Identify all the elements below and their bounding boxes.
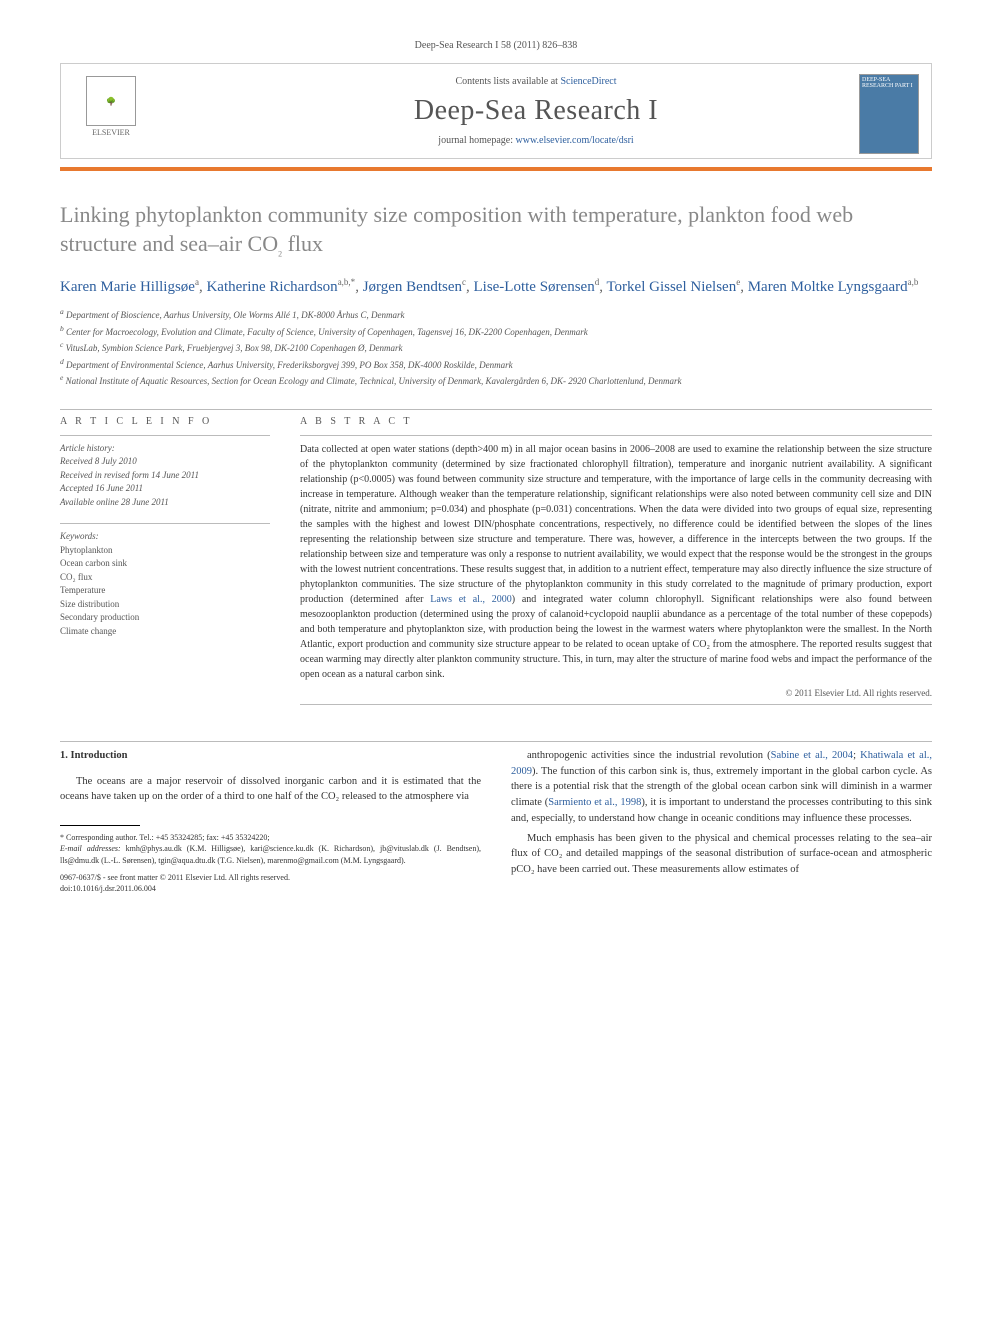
- journal-header: 🌳 ELSEVIER Contents lists available at S…: [60, 63, 932, 159]
- affiliation-key: c: [60, 340, 63, 349]
- divider: [60, 741, 932, 742]
- divider: [60, 523, 270, 524]
- sciencedirect-link[interactable]: ScienceDirect: [560, 76, 616, 87]
- keyword: CO₂ flux: [60, 571, 270, 585]
- affiliations-list: a Department of Bioscience, Aarhus Unive…: [60, 306, 932, 389]
- affiliation: a Department of Bioscience, Aarhus Unive…: [60, 306, 932, 323]
- history-revised: Received in revised form 14 June 2011: [60, 469, 270, 483]
- body-column-left: 1. Introduction The oceans are a major r…: [60, 748, 481, 894]
- abstract-text-part: ) and integrated water column chlorophyl…: [300, 594, 932, 680]
- author-link[interactable]: Maren Moltke Lyngsgaard: [748, 279, 908, 295]
- body-column-right: anthropogenic activities since the indus…: [511, 748, 932, 894]
- author-link[interactable]: Katherine Richardson: [206, 279, 337, 295]
- author-affiliation-marker: a,b,*: [338, 277, 356, 287]
- author-affiliation-marker: e: [736, 277, 740, 287]
- affiliation: e National Institute of Aquatic Resource…: [60, 372, 932, 389]
- affiliation-key: a: [60, 307, 64, 316]
- divider: [300, 435, 932, 436]
- body-text: anthropogenic activities since the indus…: [527, 750, 771, 761]
- article-info-column: A R T I C L E I N F O Article history: R…: [60, 416, 270, 711]
- affiliation-text: Center for Macroecology, Evolution and C…: [66, 327, 588, 337]
- affiliation-key: b: [60, 324, 64, 333]
- author-affiliation-marker: d: [595, 277, 600, 287]
- elsevier-tree-icon: 🌳: [86, 76, 136, 126]
- section-number: 1.: [60, 750, 68, 761]
- keyword: Temperature: [60, 584, 270, 598]
- affiliation-text: Department of Bioscience, Aarhus Univers…: [66, 310, 404, 320]
- doi-line: doi:10.1016/j.dsr.2011.06.004: [60, 883, 481, 894]
- article-history: Article history: Received 8 July 2010 Re…: [60, 442, 270, 510]
- affiliation-text: VitusLab, Symbion Science Park, Fruebjer…: [66, 343, 403, 353]
- contents-prefix: Contents lists available at: [455, 76, 560, 87]
- citation-link[interactable]: Laws et al., 2000: [430, 594, 511, 605]
- affiliation-text: Department of Environmental Science, Aar…: [66, 360, 513, 370]
- article-info-label: A R T I C L E I N F O: [60, 416, 270, 427]
- homepage-prefix: journal homepage:: [438, 135, 515, 146]
- footnote-separator: [60, 825, 140, 826]
- citation-link[interactable]: Sarmiento et al., 1998: [548, 797, 641, 808]
- affiliation-key: e: [60, 373, 63, 382]
- section-title: Introduction: [71, 750, 128, 761]
- corresponding-author: * Corresponding author. Tel.: +45 353242…: [60, 832, 481, 843]
- divider-bar: [60, 167, 932, 171]
- divider: [300, 704, 932, 705]
- article-title: Linking phytoplankton community size com…: [60, 201, 932, 259]
- footnotes: * Corresponding author. Tel.: +45 353242…: [60, 832, 481, 894]
- affiliation-text: National Institute of Aquatic Resources,…: [66, 376, 682, 386]
- author-affiliation-marker: a,b: [908, 277, 919, 287]
- history-received: Received 8 July 2010: [60, 455, 270, 469]
- affiliation: b Center for Macroecology, Evolution and…: [60, 323, 932, 340]
- abstract-column: A B S T R A C T Data collected at open w…: [300, 416, 932, 711]
- keyword: Secondary production: [60, 611, 270, 625]
- section-heading: 1. Introduction: [60, 748, 481, 764]
- body-columns: 1. Introduction The oceans are a major r…: [60, 748, 932, 894]
- abstract-text: Data collected at open water stations (d…: [300, 442, 932, 682]
- body-paragraph: The oceans are a major reservoir of diss…: [60, 774, 481, 806]
- publisher-name: ELSEVIER: [92, 128, 130, 137]
- author-link[interactable]: Karen Marie Hilligsøe: [60, 279, 195, 295]
- author-link[interactable]: Lise-Lotte Sørensen: [473, 279, 594, 295]
- journal-cover-thumbnail: DEEP-SEA RESEARCH PART I: [859, 74, 919, 154]
- history-online: Available online 28 June 2011: [60, 496, 270, 510]
- copyright-notice: © 2011 Elsevier Ltd. All rights reserved…: [300, 688, 932, 698]
- contents-available: Contents lists available at ScienceDirec…: [161, 76, 911, 87]
- keyword: Ocean carbon sink: [60, 557, 270, 571]
- keyword: Phytoplankton: [60, 544, 270, 558]
- body-paragraph: Much emphasis has been given to the phys…: [511, 831, 932, 878]
- author-list: Karen Marie Hilligsøea, Katherine Richar…: [60, 277, 932, 296]
- homepage-link[interactable]: www.elsevier.com/locate/dsri: [516, 135, 634, 146]
- author-link[interactable]: Jørgen Bendtsen: [363, 279, 462, 295]
- emails-label: E-mail addresses:: [60, 844, 121, 853]
- affiliation-key: d: [60, 357, 64, 366]
- abstract-text-part: Data collected at open water stations (d…: [300, 444, 932, 605]
- publisher-logo: 🌳 ELSEVIER: [81, 76, 141, 146]
- title-text-2: flux: [282, 231, 323, 256]
- abstract-label: A B S T R A C T: [300, 416, 932, 427]
- emails-text: kmh@phys.au.dk (K.M. Hilligsøe), kari@sc…: [60, 844, 481, 864]
- info-abstract-row: A R T I C L E I N F O Article history: R…: [60, 416, 932, 711]
- journal-title: Deep-Sea Research I: [161, 95, 911, 127]
- email-addresses: E-mail addresses: kmh@phys.au.dk (K.M. H…: [60, 843, 481, 865]
- citation-link[interactable]: Sabine et al., 2004: [771, 750, 853, 761]
- keywords-block: Keywords: Phytoplankton Ocean carbon sin…: [60, 530, 270, 638]
- divider: [60, 435, 270, 436]
- title-text-1: Linking phytoplankton community size com…: [60, 202, 853, 256]
- citation-header: Deep-Sea Research I 58 (2011) 826–838: [60, 40, 932, 51]
- author-link[interactable]: Torkel Gissel Nielsen: [606, 279, 736, 295]
- history-accepted: Accepted 16 June 2011: [60, 482, 270, 496]
- keyword: Climate change: [60, 625, 270, 639]
- affiliation: c VitusLab, Symbion Science Park, Fruebj…: [60, 339, 932, 356]
- divider: [60, 409, 932, 410]
- homepage-line: journal homepage: www.elsevier.com/locat…: [161, 135, 911, 146]
- issn-line: 0967-0637/$ - see front matter © 2011 El…: [60, 872, 481, 883]
- history-title: Article history:: [60, 442, 270, 456]
- body-paragraph: anthropogenic activities since the indus…: [511, 748, 932, 827]
- affiliation: d Department of Environmental Science, A…: [60, 356, 932, 373]
- keywords-title: Keywords:: [60, 530, 270, 544]
- keyword: Size distribution: [60, 598, 270, 612]
- author-affiliation-marker: c: [462, 277, 466, 287]
- author-affiliation-marker: a: [195, 277, 199, 287]
